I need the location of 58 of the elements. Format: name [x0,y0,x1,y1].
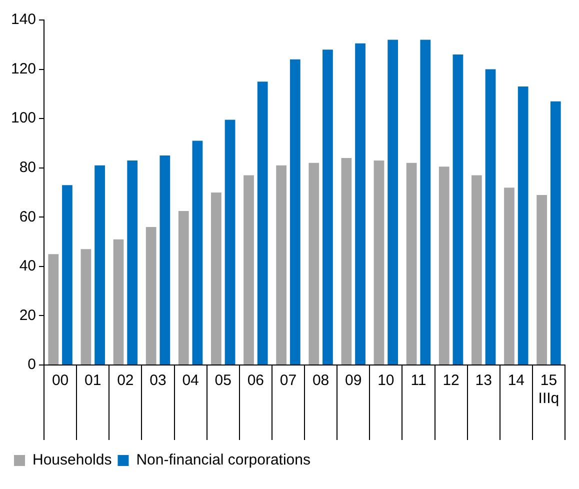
bar [80,249,92,364]
x-tick-label: 04 [182,372,199,390]
x-tick-label: 02 [117,372,134,390]
bar [94,165,105,364]
y-tick-label: 80 [19,159,36,176]
bar [224,120,236,364]
legend-label: Non-financial corporations [136,452,310,469]
bar [406,162,417,364]
bar [504,188,514,364]
x-tick-label: 08 [312,372,330,390]
x-tick-label: 11 [410,372,426,390]
x-tick-label: 10 [378,372,394,390]
bar [113,239,124,364]
bar [244,175,254,364]
y-tick-label: 60 [19,208,36,226]
bar [452,54,464,364]
bar [290,59,300,364]
bar [308,162,320,364]
bar [160,156,170,364]
x-tick-label: 09 [345,372,362,390]
bar [341,158,352,364]
y-tick-label: 120 [10,60,36,78]
y-tick-label: 0 [28,356,36,374]
x-tick-label: 14 [508,372,525,390]
bar [388,40,398,364]
legend-label: Households [32,452,112,469]
bar [438,166,450,364]
bar [550,101,561,364]
bar [127,160,138,364]
x-tick-label: 12 [442,372,460,390]
bar [355,43,366,364]
bar [374,160,384,364]
bar [518,86,528,364]
y-tick-label: 40 [19,258,36,275]
bar [211,192,222,364]
x-tick-label: 01 [84,372,102,390]
bar [322,50,333,364]
x-tick-label: 05 [214,372,232,390]
x-tick-label: 03 [150,372,166,390]
y-tick-label: 100 [10,110,36,127]
bar [536,194,547,364]
bar [471,175,482,364]
bar [62,185,72,364]
x-tick-label: 13 [475,372,492,390]
bar [192,140,203,364]
bar [420,40,431,364]
bar [276,165,287,364]
y-tick-label: 140 [10,11,36,28]
x-tick-label: 06 [247,372,264,390]
bar [178,210,189,364]
y-tick-label: 20 [19,306,36,324]
bar [146,227,156,364]
bar [257,82,268,364]
bar [485,69,496,364]
x-tick-label: 07 [280,372,297,390]
x-tick-label: 00 [52,372,69,390]
x-tick-label: 15 IIIq [538,372,560,408]
bar [48,254,59,364]
